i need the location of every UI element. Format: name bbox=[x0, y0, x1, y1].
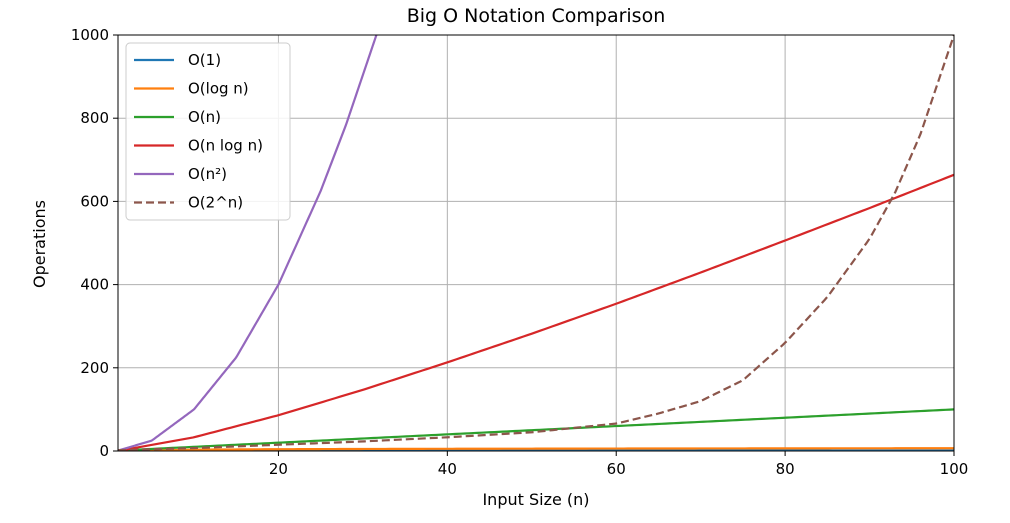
x-axis-label: Input Size (n) bbox=[482, 490, 589, 509]
series-line-1 bbox=[118, 447, 954, 451]
x-tick-label: 40 bbox=[438, 460, 457, 478]
series-line-5 bbox=[118, 35, 954, 451]
legend-label-3: O(n log n) bbox=[188, 137, 263, 155]
series-line-2 bbox=[118, 408, 954, 451]
legend-label-4: O(n²) bbox=[188, 165, 227, 183]
x-tick-label: 100 bbox=[940, 460, 969, 478]
y-tick-label: 600 bbox=[80, 192, 109, 210]
y-tick-label: 200 bbox=[80, 359, 109, 377]
series-line-3 bbox=[118, 173, 954, 451]
legend-label-0: O(1) bbox=[188, 51, 221, 69]
y-tick-label: 800 bbox=[80, 109, 109, 127]
x-tick-label: 60 bbox=[607, 460, 626, 478]
series-line-4 bbox=[118, 35, 378, 451]
legend-label-5: O(2^n) bbox=[188, 194, 243, 212]
legend-box bbox=[125, 42, 291, 221]
legend-label-2: O(n) bbox=[188, 108, 221, 126]
y-tick-label: 0 bbox=[99, 442, 109, 460]
y-tick-label: 400 bbox=[80, 276, 109, 294]
legend: O(1) O(log n) O(n) O(n log n) O(n²) O(2^n) bbox=[125, 42, 291, 221]
y-tick-label: 1000 bbox=[71, 26, 109, 44]
legend-label-1: O(log n) bbox=[188, 80, 249, 98]
x-tick-label: 20 bbox=[269, 460, 288, 478]
y-axis-label: Operations bbox=[30, 200, 49, 288]
plot-frame bbox=[117, 34, 955, 452]
chart-title: Big O Notation Comparison bbox=[407, 5, 666, 27]
x-tick-label: 80 bbox=[776, 460, 795, 478]
